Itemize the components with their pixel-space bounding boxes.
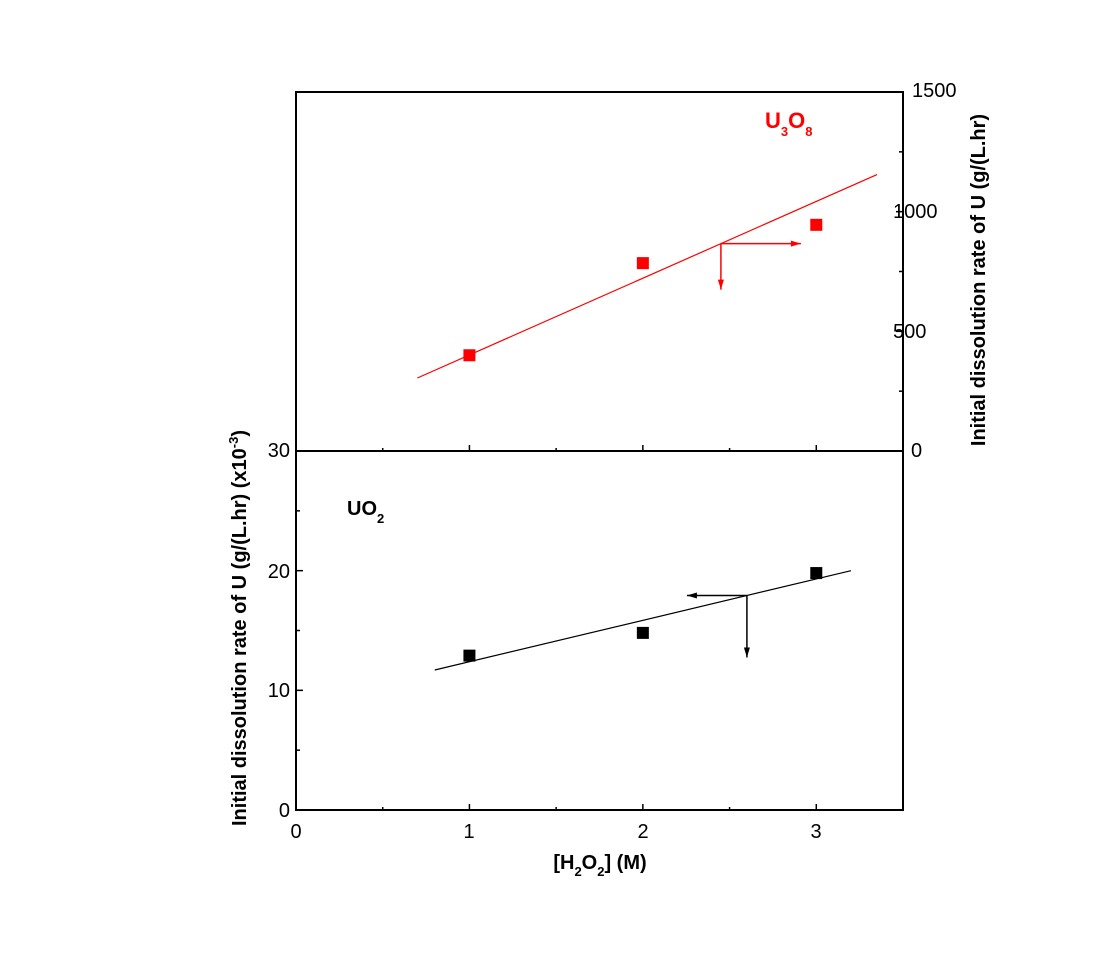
left-ylabel: Initial dissolution rate of U (g/(L.hr) … (226, 430, 251, 826)
xtick-label-2: 2 (637, 821, 648, 843)
right-ytick-label-500: 500 (893, 321, 926, 343)
data-point-U3O8-1 (463, 349, 476, 362)
data-point-UO2-2 (636, 626, 649, 639)
xtick-label-0: 0 (290, 821, 301, 843)
xtick-label-3: 3 (810, 821, 821, 843)
data-point-U3O8-3 (810, 218, 823, 231)
xtick-label-1: 1 (463, 821, 474, 843)
top-panel: U3O8 1500 1000 500 0 Initial dissolution… (295, 80, 990, 462)
right-ylabel: Initial dissolution rate of U (g/(L.hr) (968, 114, 990, 446)
uo2-label: UO2 (347, 498, 384, 526)
left-ytick-label-20: 20 (268, 561, 290, 583)
axis-pointer-arrow-U3O8 (717, 240, 801, 290)
top-panel-frame (295, 91, 904, 452)
fit-line-UO2 (434, 570, 852, 671)
axis-pointer-arrow-UO2 (686, 592, 750, 658)
data-point-UO2-3 (810, 567, 823, 580)
bottom-marks (434, 567, 852, 671)
data-point-U3O8-2 (636, 257, 649, 270)
right-ytick-label-1500: 1500 (912, 80, 957, 102)
left-ytick-label-10: 10 (268, 680, 290, 702)
xlabel: [H2O2] (M) (553, 852, 646, 879)
left-ytick-label-30: 30 (268, 440, 290, 462)
top-marks (417, 174, 878, 379)
bottom-panel: UO2 30 20 10 0 0 1 2 3 [H2O2] (M) Initia… (226, 430, 904, 879)
bottom-ticks (296, 510, 818, 810)
left-ytick-label-0: 0 (279, 800, 290, 822)
u3o8-label: U3O8 (765, 108, 812, 139)
fit-line-U3O8 (417, 174, 878, 379)
data-point-UO2-1 (463, 649, 476, 662)
right-ytick-label-1000: 1000 (893, 201, 938, 223)
right-ytick-label-0: 0 (911, 440, 922, 462)
top-ticks (381, 151, 903, 451)
